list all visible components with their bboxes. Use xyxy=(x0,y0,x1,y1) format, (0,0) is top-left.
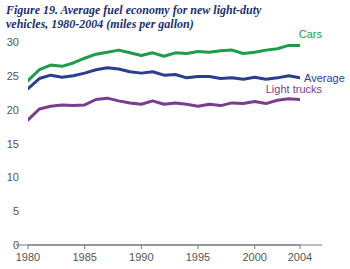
series-label: Cars xyxy=(299,28,323,40)
plot-lines xyxy=(28,45,300,119)
x-tick xyxy=(254,245,255,249)
y-tick-label: 10 xyxy=(7,171,19,183)
chart-title: Figure 19. Average fuel economy for new … xyxy=(6,3,306,31)
x-tick xyxy=(141,245,142,249)
x-tick xyxy=(28,245,29,249)
x-tick-label: 2004 xyxy=(288,251,312,263)
series-line xyxy=(28,68,300,89)
x-tick xyxy=(198,245,199,249)
y-tick-label: 20 xyxy=(7,104,19,116)
x-tick xyxy=(84,245,85,249)
x-tick-label: 2000 xyxy=(242,251,266,263)
x-tick-label: 1995 xyxy=(186,251,210,263)
x-tick-label: 1990 xyxy=(129,251,153,263)
y-tick-label: 25 xyxy=(7,70,19,82)
series-label: Light trucks xyxy=(266,83,323,95)
y-tick-label: 5 xyxy=(13,205,19,217)
x-tick-label: 1980 xyxy=(16,251,40,263)
x-tick-label: 1985 xyxy=(72,251,96,263)
x-axis-range xyxy=(28,245,300,246)
y-tick-label: 15 xyxy=(7,138,19,150)
series-line xyxy=(28,98,300,120)
y-tick-label: 30 xyxy=(7,36,19,48)
x-tick xyxy=(300,245,301,249)
x-axis xyxy=(16,245,322,246)
chart: 051015202530198019851990199520002004Cars… xyxy=(0,0,350,269)
